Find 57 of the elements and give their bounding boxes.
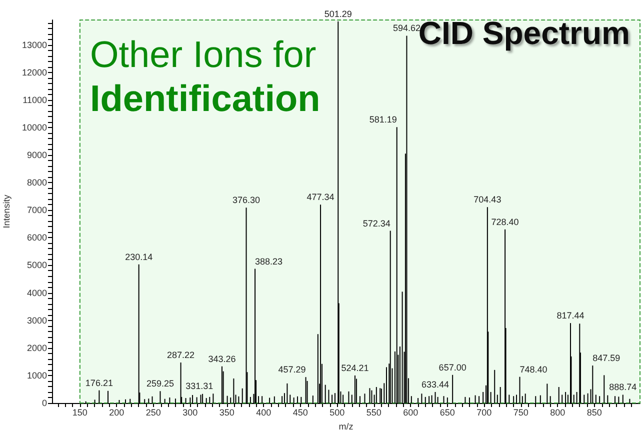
x-tick-label: 800 <box>550 408 566 418</box>
annotation: 748.40 <box>520 364 548 374</box>
annotation: 657.00 <box>438 362 466 372</box>
annotation: Other Ions for <box>90 34 316 75</box>
x-tick-label: 750 <box>513 408 528 418</box>
annotation: 331.31 <box>186 381 214 392</box>
annotation: 388.23 <box>255 256 283 266</box>
x-tick-label: 200 <box>109 408 124 418</box>
annotation: Identification <box>90 78 320 119</box>
y-tick-label: 3000 <box>26 315 47 326</box>
x-tick-label: 300 <box>182 408 198 418</box>
x-tick-label: 350 <box>219 408 234 418</box>
x-tick-label: 700 <box>476 408 492 418</box>
annotation: 633.44 <box>421 379 450 390</box>
annotation: 501.29 <box>324 8 352 19</box>
annotation: 376.30 <box>232 195 260 206</box>
annotation: 343.26 <box>208 354 236 364</box>
y-tick-label: 4000 <box>26 288 47 298</box>
annotation: 176.21 <box>85 378 113 388</box>
annotation: 888.74 <box>609 382 637 392</box>
x-axis-title: m/z <box>338 421 354 431</box>
y-tick-label: 13000 <box>22 40 47 50</box>
annotation: 594.62 <box>392 23 420 34</box>
x-tick-label: 450 <box>292 408 308 418</box>
y-axis-title: Intensity <box>2 194 12 228</box>
annotation: 457.29 <box>278 364 306 375</box>
y-tick-label: 5000 <box>26 260 47 270</box>
annotation: 847.59 <box>592 353 620 364</box>
y-tick-label: 7000 <box>26 205 47 216</box>
x-tick-label: 150 <box>72 408 88 418</box>
y-tick-label: 0 <box>42 398 47 408</box>
y-tick-label: 9000 <box>26 150 47 160</box>
chart-title: CID Spectrum <box>418 15 630 51</box>
y-tick-label: 11000 <box>22 94 47 105</box>
x-tick-label: 250 <box>146 408 161 418</box>
x-tick-label: 400 <box>256 408 272 418</box>
x-tick-label: 650 <box>440 408 455 418</box>
y-tick-label: 6000 <box>26 232 47 243</box>
y-tick-label: 10000 <box>22 122 47 132</box>
x-tick-label: 500 <box>330 408 345 418</box>
annotation: 259.25 <box>146 378 174 389</box>
y-tick-label: 12000 <box>22 67 47 78</box>
annotation: 524.21 <box>341 362 369 373</box>
y-tick-label: 1000 <box>26 370 47 380</box>
annotation: 287.22 <box>167 350 195 360</box>
x-tick-label: 550 <box>366 408 382 418</box>
annotation: 477.34 <box>306 192 334 202</box>
annotation: 704.43 <box>474 194 502 205</box>
annotation: 728.40 <box>491 216 519 227</box>
annotation: 817.44 <box>556 310 584 321</box>
x-tick-label: 600 <box>403 408 418 418</box>
y-tick-label: 2000 <box>26 342 47 353</box>
annotation: 230.14 <box>125 252 153 262</box>
annotation: 581.19 <box>369 114 397 125</box>
x-tick-label: 850 <box>586 408 602 418</box>
annotation: 572.34 <box>362 218 390 228</box>
y-tick-label: 8000 <box>26 178 47 188</box>
